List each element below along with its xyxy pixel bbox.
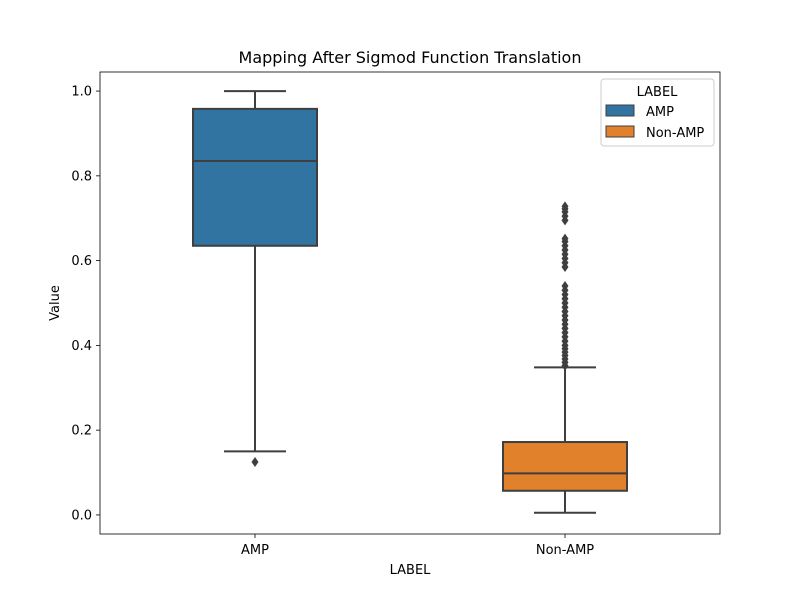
box-group-amp — [192, 90, 318, 467]
outlier-point — [561, 201, 569, 212]
y-axis-label: Value — [48, 285, 63, 321]
outlier-point — [251, 456, 259, 467]
boxes-layer — [192, 90, 628, 514]
x-tick-label: AMP — [241, 543, 269, 558]
outlier-point — [561, 233, 569, 244]
box-iqr — [192, 107, 318, 247]
legend-label-non-amp: Non-AMP — [646, 126, 704, 141]
outlier-point — [561, 281, 569, 292]
y-axis: 0.0 0.2 0.4 0.6 0.8 1.0 — [71, 85, 100, 523]
chart-title: Mapping After Sigmod Function Translatio… — [239, 48, 582, 67]
y-tick-label: 1.0 — [71, 85, 92, 100]
axes-frame — [99, 71, 721, 535]
y-tick-label: 0.0 — [71, 508, 92, 523]
y-tick-label: 0.8 — [71, 169, 92, 184]
legend-swatch-amp — [605, 104, 635, 117]
legend: LABEL AMP Non-AMP — [600, 78, 715, 147]
box-group-non-amp — [502, 201, 628, 514]
legend-label-amp: AMP — [646, 105, 674, 120]
legend-title: LABEL — [637, 85, 679, 100]
legend-swatch-non-amp — [605, 125, 635, 138]
x-tick-label: Non-AMP — [536, 543, 594, 558]
x-axis-label: LABEL — [390, 563, 432, 578]
y-tick-label: 0.4 — [71, 339, 92, 354]
x-axis: AMP Non-AMP — [241, 534, 594, 558]
box-iqr — [502, 441, 628, 492]
y-tick-label: 0.2 — [71, 424, 92, 439]
y-tick-label: 0.6 — [71, 254, 92, 269]
plot-area — [99, 71, 721, 535]
